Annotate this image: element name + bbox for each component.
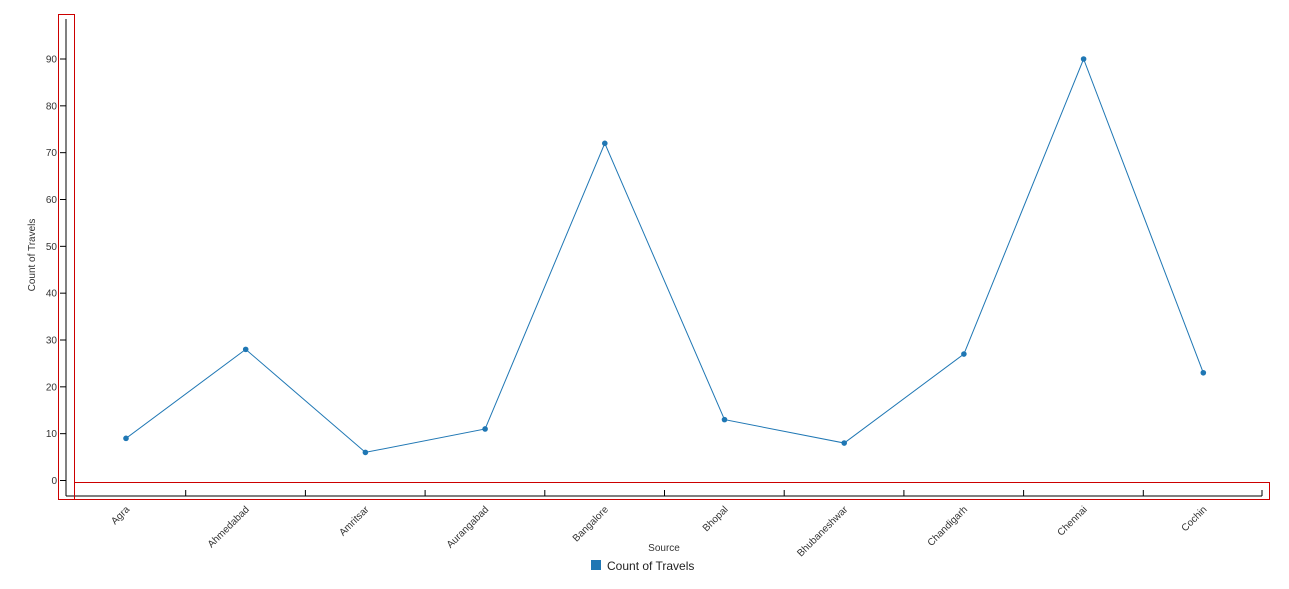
- y-axis-title: Count of Travels: [27, 219, 38, 292]
- x-tick-label: Bhubaneshwar: [795, 504, 850, 559]
- y-axis: 0 10 20 30 40 50 60 70 80 90: [46, 19, 67, 496]
- x-tick-label: Aurangabad: [445, 504, 491, 550]
- x-tick-label: Bhopal: [701, 504, 731, 534]
- y-tick-label: 0: [51, 476, 57, 487]
- legend[interactable]: Count of Travels: [591, 559, 694, 573]
- y-tick-label: 80: [46, 101, 58, 112]
- x-tick-label: Amritsar: [337, 504, 372, 539]
- y-tick-label: 60: [46, 195, 58, 206]
- data-point[interactable]: [1080, 56, 1087, 62]
- data-point[interactable]: [961, 351, 967, 357]
- y-tick-label: 30: [46, 336, 58, 347]
- y-tick-label: 40: [46, 289, 58, 300]
- legend-label: Count of Travels: [607, 559, 694, 573]
- series-line: [125, 57, 1204, 453]
- highlight-boxes: [58, 14, 1270, 500]
- x-tick-label: Cochin: [1180, 504, 1210, 534]
- y-tick-label: 90: [46, 55, 58, 66]
- x-tick-label: Chennai: [1056, 504, 1090, 538]
- data-point[interactable]: [721, 416, 728, 423]
- data-point[interactable]: [362, 449, 369, 456]
- x-tick-label: Ahmedabad: [206, 504, 252, 550]
- x-axis-highlight-box: [74, 482, 1270, 500]
- y-tick-label: 50: [46, 242, 58, 253]
- data-point[interactable]: [242, 346, 249, 353]
- data-point[interactable]: [1200, 369, 1207, 376]
- plot-area: [123, 56, 1207, 456]
- data-point[interactable]: [841, 440, 847, 446]
- data-point[interactable]: [602, 140, 608, 147]
- y-axis-highlight-box: [58, 14, 75, 500]
- x-axis-title: Source: [648, 543, 680, 554]
- x-tick-label: Agra: [109, 504, 132, 527]
- y-tick-label: 10: [46, 429, 58, 440]
- y-tick-label: 20: [46, 382, 58, 393]
- y-tick-label: 70: [46, 148, 58, 159]
- data-point[interactable]: [123, 435, 129, 442]
- legend-swatch: [591, 560, 601, 570]
- x-tick-label: Chandigarh: [926, 504, 970, 548]
- x-tick-label: Bangalore: [571, 504, 611, 544]
- data-point[interactable]: [482, 426, 488, 432]
